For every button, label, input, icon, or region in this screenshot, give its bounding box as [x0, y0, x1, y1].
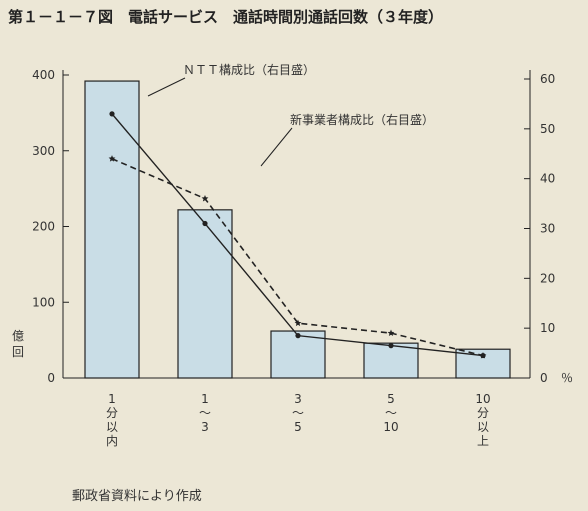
source-note: 郵政省資料により作成	[72, 489, 202, 504]
left-tick-label: 300	[32, 144, 55, 158]
category-label: 内	[106, 434, 118, 448]
bar	[177, 209, 233, 379]
chart-title: 第１－１－７図 電話サービス 通話時間別通話回数（３年度）	[8, 8, 443, 26]
right-tick-label: 40	[540, 172, 555, 186]
category-label: 以	[477, 420, 489, 434]
legend-ntt: ＮＴＴ構成比（右目盛）	[183, 62, 315, 77]
right-axis-unit: ％	[561, 371, 573, 385]
category-label: 上	[477, 434, 489, 448]
bar-series	[84, 80, 511, 379]
category-label: 3	[294, 392, 302, 406]
left-tick-label: 400	[32, 68, 55, 82]
right-tick-label: 50	[540, 122, 555, 136]
category-label: 以	[106, 420, 118, 434]
category-label: 5	[387, 392, 395, 406]
new-carrier-point	[201, 195, 209, 202]
left-axis: 0 100 200 300 400 億回	[12, 68, 530, 385]
right-tick-label: 20	[540, 271, 555, 285]
bar	[270, 330, 326, 379]
right-tick-label: 30	[540, 222, 555, 236]
category-label: 1	[201, 392, 209, 406]
new-carrier-point	[479, 351, 487, 359]
category-label: 10	[475, 392, 490, 406]
new-carrier-line	[111, 157, 484, 357]
category-label: 5	[294, 420, 302, 434]
category-label: 3	[201, 420, 209, 434]
category-label: 〜	[292, 406, 304, 420]
left-tick-label: 200	[32, 220, 55, 234]
left-tick-label: 0	[47, 371, 55, 385]
right-tick-label: 60	[540, 72, 555, 86]
ntt-point	[109, 111, 115, 117]
category-label: 1	[108, 392, 116, 406]
ntt-line	[111, 113, 484, 357]
ntt-point	[295, 333, 301, 339]
left-tick-label: 100	[32, 295, 55, 309]
right-tick-label: 10	[540, 321, 555, 335]
right-tick-label: 0	[540, 371, 548, 385]
ntt-point	[202, 220, 208, 227]
category-label: 分	[106, 406, 118, 420]
legend-ntt-leader	[147, 77, 186, 97]
legend-new-carrier-leader	[260, 127, 293, 167]
new-carrier-point	[387, 329, 395, 337]
legend-new-carrier: 新事業者構成比（右目盛）	[290, 112, 434, 127]
category-label: 〜	[199, 406, 211, 420]
category-label: 10	[383, 420, 398, 434]
line-series	[108, 111, 487, 359]
left-axis-label: 億	[12, 329, 24, 343]
ntt-point	[388, 343, 394, 349]
new-carrier-point	[108, 155, 116, 162]
category-label: 〜	[385, 406, 397, 420]
category-label: 分	[477, 406, 489, 420]
bar	[84, 80, 140, 379]
left-axis-label: 回	[12, 345, 24, 359]
new-carrier-point	[294, 319, 302, 327]
right-axis: 0 10 20 30 40 50 60 ％	[524, 70, 573, 385]
bar	[363, 342, 419, 379]
